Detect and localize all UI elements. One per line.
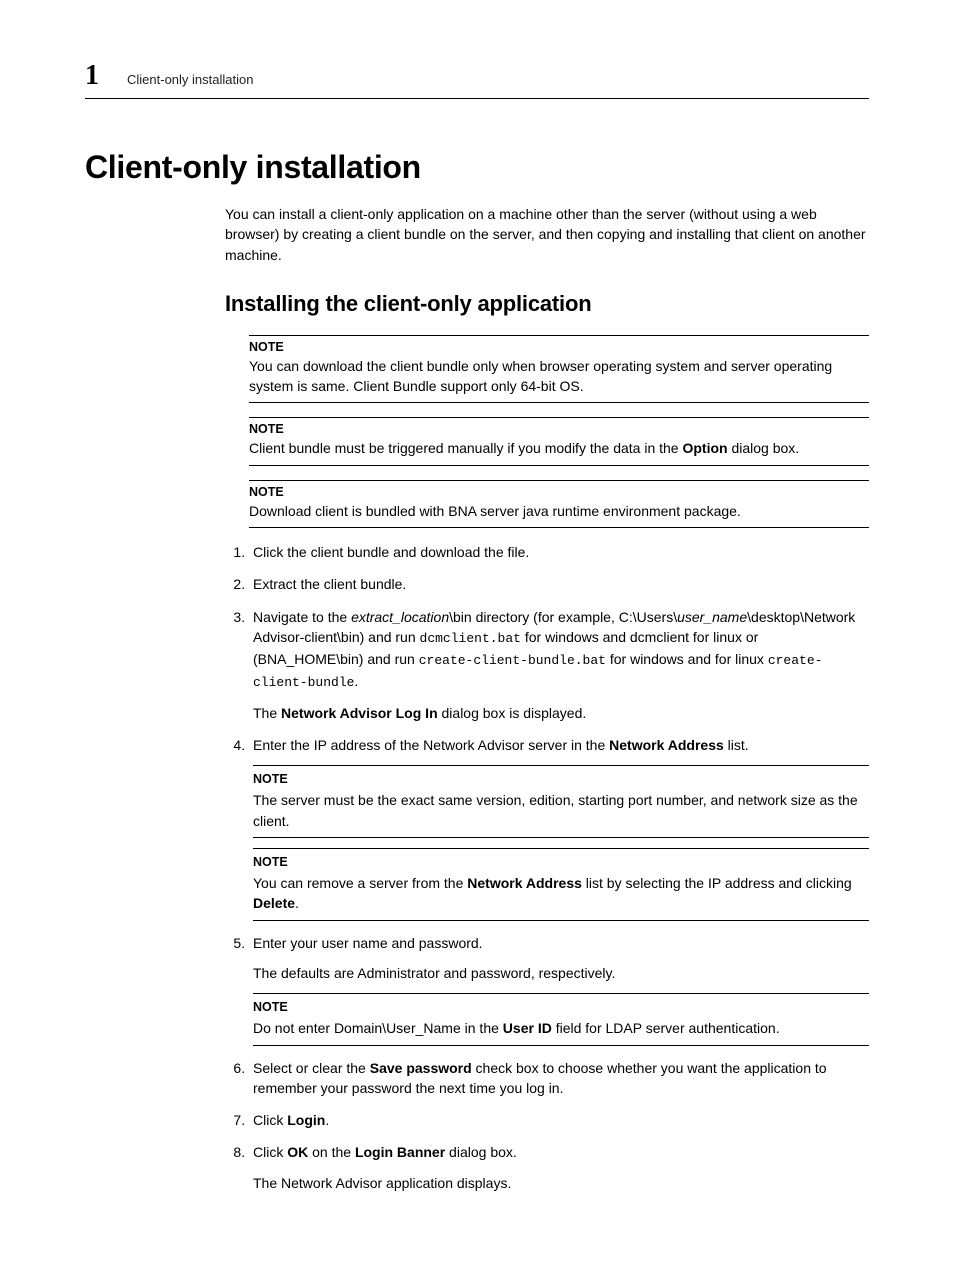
- divider: [249, 527, 869, 528]
- note-block: NOTE Download client is bundled with BNA…: [249, 480, 869, 528]
- running-head: Client-only installation: [127, 72, 253, 87]
- divider: [249, 417, 869, 418]
- note-block: NOTE You can download the client bundle …: [249, 335, 869, 404]
- text-bold: Login Banner: [355, 1144, 445, 1160]
- text: You can remove a server from the: [253, 875, 467, 891]
- divider: [249, 465, 869, 466]
- step-item: Extract the client bundle.: [249, 574, 869, 594]
- intro-block: You can install a client-only applicatio…: [225, 204, 869, 265]
- text: .: [354, 673, 358, 689]
- step-item: Navigate to the extract_location\bin dir…: [249, 607, 869, 723]
- divider: [253, 1045, 869, 1046]
- note-label: NOTE: [253, 853, 869, 871]
- text: list.: [724, 737, 749, 753]
- step-item: Click OK on the Login Banner dialog box.…: [249, 1142, 869, 1193]
- note-text: You can download the client bundle only …: [249, 356, 869, 397]
- text-mono: create-client-bundle.bat: [419, 653, 606, 668]
- text-bold: Login: [287, 1112, 325, 1128]
- divider: [249, 335, 869, 336]
- note-text: You can remove a server from the Network…: [253, 873, 869, 914]
- note-block: NOTE Do not enter Domain\User_Name in th…: [253, 993, 869, 1045]
- note-label: NOTE: [249, 485, 869, 499]
- step-item: Enter the IP address of the Network Advi…: [249, 735, 869, 921]
- step-subtext: The defaults are Administrator and passw…: [253, 963, 869, 983]
- note-text: Do not enter Domain\User_Name in the Use…: [253, 1018, 869, 1038]
- step-item: Click Login.: [249, 1110, 869, 1130]
- text: .: [325, 1112, 329, 1128]
- divider: [249, 480, 869, 481]
- divider: [249, 402, 869, 403]
- text: Select or clear the: [253, 1060, 370, 1076]
- note-block: NOTE The server must be the exact same v…: [253, 765, 869, 838]
- section-title: Installing the client-only application: [225, 291, 869, 317]
- text-bold: Save password: [370, 1060, 472, 1076]
- text: \bin directory (for example, C:\Users\: [449, 609, 677, 625]
- note-text: Client bundle must be triggered manually…: [249, 438, 869, 458]
- step-text: Enter your user name and password.: [253, 935, 483, 951]
- note-block: NOTE You can remove a server from the Ne…: [253, 848, 869, 921]
- text: Client bundle must be triggered manually…: [249, 440, 682, 456]
- text: Enter the IP address of the Network Advi…: [253, 737, 609, 753]
- text: dialog box.: [445, 1144, 517, 1160]
- divider: [253, 848, 869, 849]
- text-bold: Network Address: [609, 737, 724, 753]
- step-item: Select or clear the Save password check …: [249, 1058, 869, 1099]
- text-bold: Network Advisor Log In: [281, 705, 438, 721]
- intro-paragraph: You can install a client-only applicatio…: [225, 204, 869, 265]
- text: Click: [253, 1112, 287, 1128]
- step-text: Extract the client bundle.: [253, 576, 406, 592]
- text: list by selecting the IP address and cli…: [582, 875, 852, 891]
- divider: [253, 765, 869, 766]
- step-item: Enter your user name and password. The d…: [249, 933, 869, 1046]
- chapter-number: 1: [85, 60, 99, 92]
- page: 1 Client-only installation Client-only i…: [0, 0, 954, 1265]
- divider: [253, 920, 869, 921]
- text: .: [295, 895, 299, 911]
- step-item: Click the client bundle and download the…: [249, 542, 869, 562]
- text: for windows and for linux: [606, 651, 768, 667]
- note-text: Download client is bundled with BNA serv…: [249, 501, 869, 521]
- text-italic: user_name: [677, 609, 747, 625]
- text-bold: User ID: [503, 1020, 552, 1036]
- step-text: Click the client bundle and download the…: [253, 544, 529, 560]
- step-subtext: The Network Advisor application displays…: [253, 1173, 869, 1193]
- note-block: NOTE Client bundle must be triggered man…: [249, 417, 869, 465]
- divider: [253, 837, 869, 838]
- text: Do not enter Domain\User_Name in the: [253, 1020, 503, 1036]
- text-bold: Delete: [253, 895, 295, 911]
- text-mono: dcmclient.bat: [420, 631, 521, 646]
- text: on the: [308, 1144, 355, 1160]
- page-header: 1 Client-only installation: [85, 60, 869, 99]
- text: dialog box is displayed.: [438, 705, 587, 721]
- note-text: The server must be the exact same versio…: [253, 790, 869, 831]
- note-label: NOTE: [249, 340, 869, 354]
- step-list: Click the client bundle and download the…: [225, 542, 869, 1193]
- text-bold: Network Address: [467, 875, 582, 891]
- text: field for LDAP server authentication.: [552, 1020, 780, 1036]
- text: dialog box.: [728, 440, 800, 456]
- note-label: NOTE: [253, 998, 869, 1016]
- note-label: NOTE: [253, 770, 869, 788]
- text: Click: [253, 1144, 287, 1160]
- page-title: Client-only installation: [85, 149, 869, 186]
- note-label: NOTE: [249, 422, 869, 436]
- divider: [253, 993, 869, 994]
- text-bold: OK: [287, 1144, 308, 1160]
- step-subtext: The Network Advisor Log In dialog box is…: [253, 703, 869, 723]
- text: Navigate to the: [253, 609, 351, 625]
- text-bold: Option: [682, 440, 727, 456]
- text-italic: extract_location: [351, 609, 449, 625]
- section: Installing the client-only application N…: [225, 291, 869, 1193]
- text: The: [253, 705, 281, 721]
